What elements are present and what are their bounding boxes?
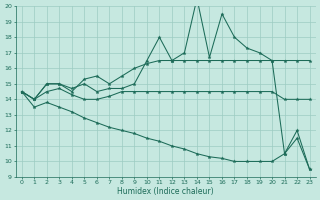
X-axis label: Humidex (Indice chaleur): Humidex (Indice chaleur) bbox=[117, 187, 214, 196]
